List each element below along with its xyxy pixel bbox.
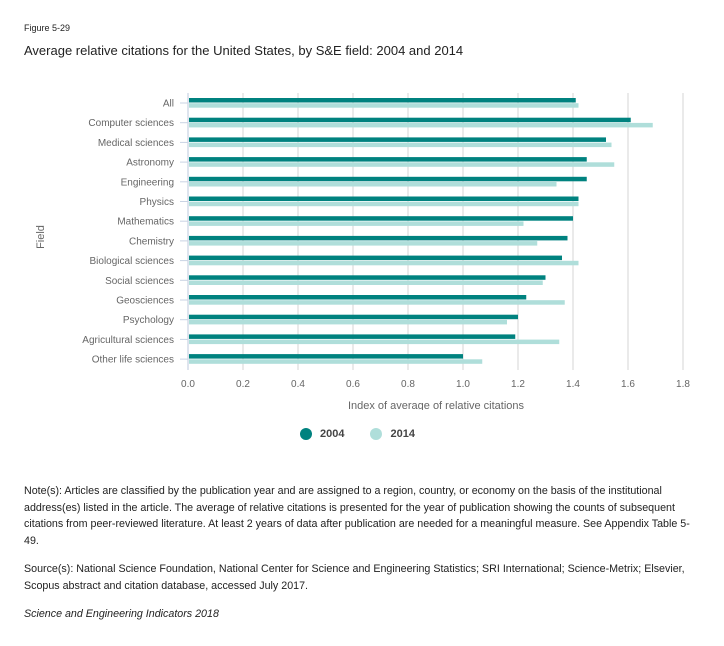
y-tick-label: Agricultural sciences [82,335,174,346]
x-tick-label: 1.2 [511,379,525,390]
y-tick-label: Other life sciences [92,355,174,366]
notes: Note(s): Articles are classified by the … [24,485,690,547]
figure-label: Figure 5-29 [24,23,71,33]
publication: Science and Engineering Indicators 2018 [24,608,219,620]
bar-2014-biological-sciences[interactable] [189,260,579,266]
y-tick-label: Engineering [121,177,174,188]
axes: 0.0 0.2 0.4 0.6 0.8 1.0 1.2 1.4 1.6 1.8 All Compute… [82,93,690,390]
bar-2014-agricultural-sciences[interactable] [189,339,560,345]
bar-2004-medical-sciences[interactable] [189,137,606,142]
x-tick-label: 0.0 [181,379,195,390]
bar-2004-chemistry[interactable] [189,235,568,241]
chart-title: Average relative citations for the Unite… [24,43,464,58]
bar-2004-all[interactable] [189,98,576,103]
x-tick-label: 1.4 [566,379,580,390]
x-tick-label: 0.8 [401,379,415,390]
y-tick-label: Medical sciences [98,138,174,149]
x-tick-label: 1.6 [621,379,635,390]
bar-2004-geosciences[interactable] [189,295,527,300]
bar-2014-physics[interactable] [189,201,579,207]
bar-2004-physics[interactable] [189,196,579,202]
y-axis-title: Field [35,225,47,249]
x-tick-label: 0.4 [291,379,305,390]
y-tick-label: Geosciences [116,296,174,307]
bar-2004-other-life-sciences[interactable] [189,354,463,359]
bar-2014-mathematics[interactable] [189,221,524,226]
bars [189,98,653,364]
legend-dot-icon [300,428,312,440]
legend-item-2004[interactable]: 2004 [300,428,344,440]
bar-2004-mathematics[interactable] [189,216,573,221]
bar-2004-social-sciences[interactable] [189,275,546,280]
bar-2004-astronomy[interactable] [189,157,587,162]
bar-2014-other-life-sciences[interactable] [189,359,483,364]
bar-2014-medical-sciences[interactable] [189,142,612,148]
bar-2014-astronomy[interactable] [189,162,615,167]
x-tick-label: 0.2 [236,379,250,390]
y-tick-label: Mathematics [117,217,174,228]
bar-2004-engineering[interactable] [189,176,587,182]
bar-2004-psychology[interactable] [189,314,518,320]
bar-2014-computer-sciences[interactable] [189,122,653,128]
bar-2014-social-sciences[interactable] [189,280,543,286]
y-tick-label: Computer sciences [88,118,174,129]
y-tick-label: Psychology [123,315,174,326]
legend: 2004 2014 [300,428,441,440]
bar-2014-engineering[interactable] [189,182,557,187]
y-tick-label: Chemistry [129,236,174,247]
legend-item-2014[interactable]: 2014 [370,428,415,440]
legend-dot-icon [370,428,383,440]
bar-2004-computer-sciences[interactable] [189,117,631,123]
bar-chart: 0.0 0.2 0.4 0.6 0.8 1.0 1.2 1.4 1.6 1.8 All Compute… [35,93,690,410]
x-tick-label: 1.8 [676,379,690,390]
legend-label: 2004 [320,428,345,440]
y-tick-label: All [163,99,174,110]
x-tick-label: 1.0 [456,379,470,390]
source: Source(s): National Science Foundation, … [24,563,685,592]
x-axis-title: Index of average of relative citations [348,400,525,410]
y-tick-label: Biological sciences [90,256,175,267]
legend-label: 2014 [390,428,415,440]
bar-2004-agricultural-sciences[interactable] [189,334,516,339]
y-tick-label: Astronomy [126,158,174,169]
bar-2004-biological-sciences[interactable] [189,255,562,261]
y-tick-label: Social sciences [105,276,174,287]
bar-2014-psychology[interactable] [189,319,507,325]
x-tick-label: 0.6 [346,379,360,390]
bar-2014-geosciences[interactable] [189,300,565,305]
gridlines [242,93,684,370]
y-tick-label: Physics [140,197,174,208]
bar-2014-all[interactable] [189,103,579,108]
bar-2014-chemistry[interactable] [189,241,538,246]
